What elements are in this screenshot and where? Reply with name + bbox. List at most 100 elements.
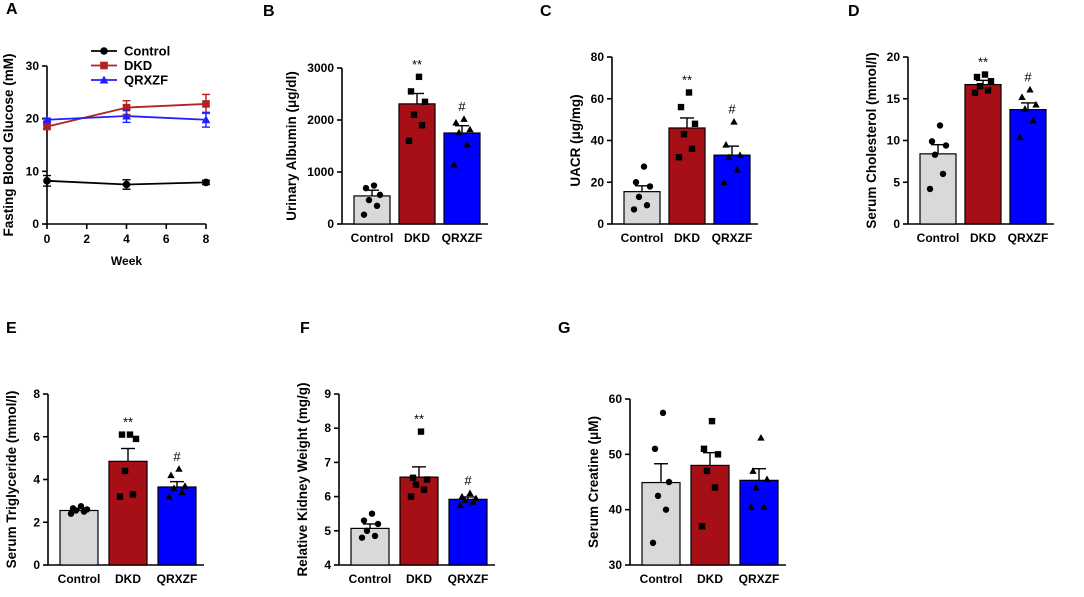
individual-point — [409, 474, 417, 481]
y-tick-label: 1000 — [307, 165, 334, 179]
significance-mark: # — [728, 102, 736, 117]
bar-dkd — [668, 127, 706, 225]
significance-mark: # — [464, 473, 472, 488]
individual-point — [362, 184, 370, 192]
individual-point — [116, 493, 124, 500]
y-axis-label: Relative Kidney Weight (mg/g) — [295, 382, 310, 576]
individual-point — [463, 140, 471, 148]
individual-point — [365, 196, 373, 204]
individual-point — [665, 478, 673, 486]
panel-letter: D — [848, 3, 860, 20]
y-tick-label: 2 — [33, 515, 40, 529]
individual-point — [460, 115, 468, 122]
individual-point — [466, 125, 474, 133]
individual-point — [763, 475, 771, 483]
individual-point — [651, 445, 659, 452]
bar-dkd — [399, 476, 439, 566]
individual-point — [420, 486, 428, 493]
individual-point — [466, 489, 474, 497]
bar-qrxzf — [739, 479, 779, 566]
legend-label: DKD — [124, 58, 152, 73]
individual-point — [1016, 133, 1024, 141]
bar-qrxzf — [157, 486, 197, 566]
individual-point — [752, 483, 760, 491]
y-tick-label: 6 — [324, 490, 331, 504]
individual-point — [760, 503, 768, 510]
individual-point — [461, 496, 469, 503]
individual-point — [677, 103, 685, 111]
x-tick-label: Control — [349, 572, 392, 586]
y-tick-label: 60 — [609, 392, 623, 406]
y-tick-label: 20 — [887, 50, 901, 64]
panel-e: E 0 2 4 6 8 Serum Triglyceride (mmol/l) Control… — [4, 320, 204, 586]
individual-point — [360, 211, 368, 218]
individual-point — [747, 503, 755, 510]
individual-point — [714, 451, 722, 458]
individual-point — [680, 131, 688, 138]
individual-point — [939, 170, 947, 178]
y-tick-label: 40 — [591, 134, 605, 148]
significance-mark: ** — [682, 72, 692, 87]
individual-point — [703, 467, 711, 475]
data-point — [122, 111, 131, 120]
y-tick-label: 8 — [324, 421, 331, 435]
individual-point — [632, 179, 640, 186]
individual-point — [722, 140, 730, 148]
bar-control — [919, 153, 957, 225]
individual-point — [736, 151, 744, 159]
x-tick-label: DKD — [115, 572, 141, 586]
bar-dkd — [964, 83, 1002, 225]
y-tick-label: 30 — [609, 558, 623, 572]
x-tick-label: 6 — [163, 232, 170, 246]
panel-letter: C — [540, 3, 552, 20]
panel-f: F 4 5 6 7 8 9 Relative Kidney Weight (mg/g) Cont… — [295, 320, 495, 586]
individual-point — [749, 467, 757, 474]
y-tick-label: 50 — [609, 447, 623, 461]
x-tick-label: QRXZF — [442, 231, 483, 245]
legend-label: QRXZF — [124, 73, 168, 88]
individual-point — [175, 465, 183, 472]
bar-control — [623, 191, 661, 225]
individual-point — [1018, 93, 1026, 101]
y-tick-label: 5 — [324, 524, 331, 538]
individual-point — [181, 482, 189, 489]
y-tick-label: 6 — [33, 430, 40, 444]
y-tick-label: 0 — [33, 558, 40, 572]
individual-point — [170, 484, 178, 491]
x-tick-label: QRXZF — [1008, 231, 1049, 245]
y-tick-label: 0 — [597, 217, 604, 231]
data-point — [202, 100, 210, 108]
individual-point — [981, 71, 989, 78]
individual-point — [1021, 105, 1029, 112]
panel-letter: E — [6, 320, 17, 337]
y-tick-label: 4 — [33, 473, 40, 487]
x-tick-label: DKD — [970, 231, 996, 245]
significance-mark: ** — [412, 57, 422, 72]
individual-point — [421, 98, 429, 105]
individual-point — [167, 471, 175, 479]
individual-point — [654, 492, 662, 500]
individual-point — [371, 532, 379, 540]
individual-point — [370, 182, 378, 189]
individual-point — [675, 154, 683, 161]
y-axis-label: Urinary Albumin (μg/dl) — [284, 71, 299, 221]
significance-mark: ** — [123, 415, 133, 430]
individual-point — [67, 510, 75, 517]
individual-point — [376, 191, 384, 199]
individual-point — [691, 120, 699, 127]
individual-point — [973, 73, 981, 81]
individual-point — [1029, 116, 1037, 124]
individual-point — [720, 178, 728, 186]
individual-point — [418, 122, 426, 129]
y-tick-label: 80 — [591, 50, 605, 64]
individual-point — [77, 503, 85, 510]
individual-point — [942, 142, 950, 149]
significance-mark: ** — [414, 412, 424, 427]
data-point — [122, 103, 131, 112]
individual-point — [725, 153, 733, 161]
x-tick-label: Control — [917, 231, 960, 245]
panel-g: G 30 40 50 60 Serum Creatine (μM) Control DKD QR… — [558, 320, 786, 586]
individual-point — [360, 517, 368, 524]
individual-point — [635, 193, 643, 201]
y-tick-label: 0 — [327, 217, 334, 231]
